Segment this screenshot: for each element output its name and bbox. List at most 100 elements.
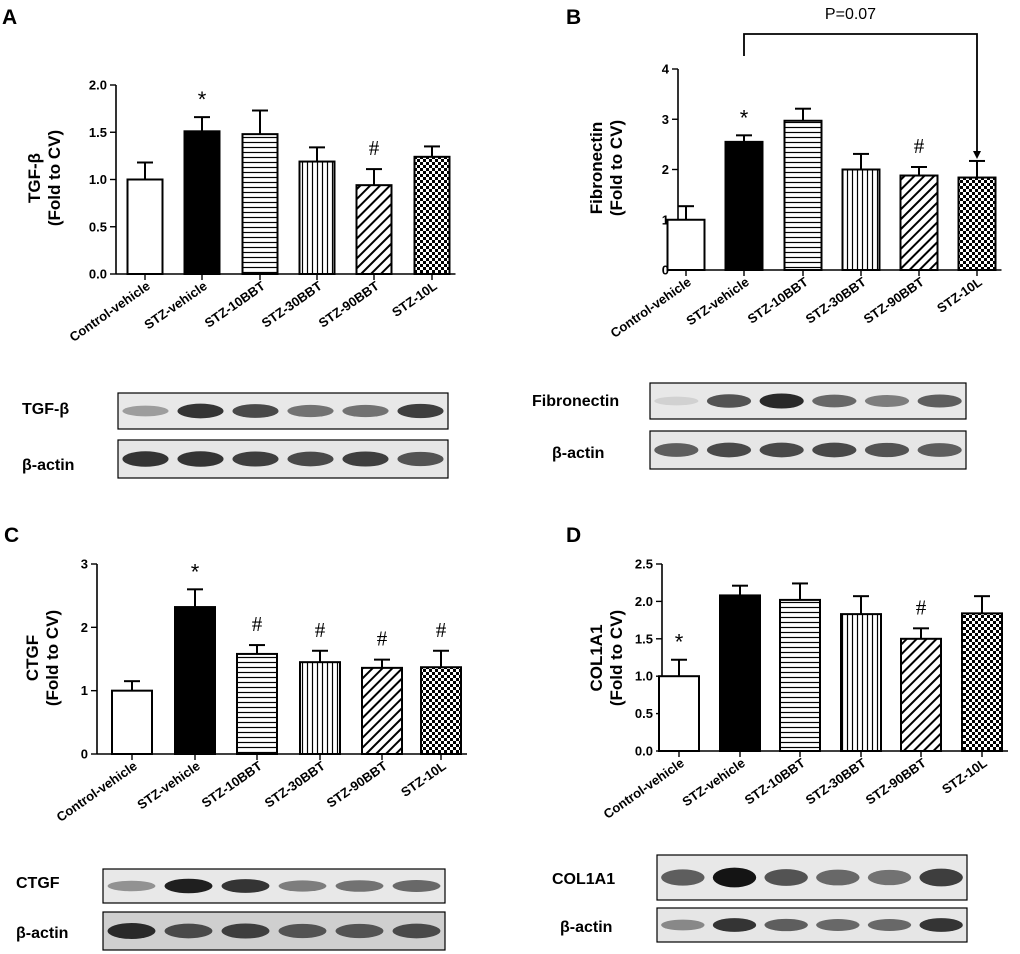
panel-b-ylabel-line1: Fibronectin: [587, 122, 606, 215]
panel-b-category-label: STZ-10L: [934, 274, 985, 316]
blot-band: [917, 394, 962, 408]
panel-d-category-label: STZ-vehicle: [679, 755, 747, 809]
panel-a-significance-star: *: [198, 87, 207, 112]
panel-b-category-label: STZ-30BBT: [803, 274, 869, 327]
panel-a-blot-top: TGF-β: [22, 392, 449, 430]
panel-b-ytick-label: 0: [662, 263, 669, 278]
blot-band: [177, 451, 224, 467]
blot-band: [812, 442, 857, 458]
panel-c-ylabel-line2: (Fold to CV): [43, 610, 62, 706]
blot-band: [654, 396, 699, 406]
panel-b-ytick-label: 2: [662, 162, 669, 177]
panel-d-ytick-label: 1.0: [635, 669, 653, 684]
panel-a: A TGF-β (Fold to CV) 0.0 0.5 1.0 1.5 2.0 Cont…: [2, 6, 456, 479]
panel-a-blot-frame-bottom: [117, 439, 449, 479]
panel-c-category-label: STZ-30BBT: [262, 758, 328, 811]
panel-c-significance-star: *: [191, 559, 200, 584]
blot-band: [706, 394, 752, 408]
panel-d-bar-3: [779, 598, 821, 752]
panel-d-ytick-label: 2.5: [635, 557, 653, 572]
panel-d-blot-label-bottom: β-actin: [560, 919, 612, 936]
panel-a-bar-2: [183, 130, 221, 275]
panel-b-letter: B: [566, 6, 581, 29]
blot-band: [919, 918, 963, 932]
panel-c-category-label: STZ-10L: [398, 758, 449, 800]
panel-c-bar-2: [174, 606, 216, 755]
panel-a-ytick-label: 2.0: [89, 78, 107, 93]
blot-band: [654, 443, 699, 457]
panel-a-ytick-label: 0.5: [89, 219, 107, 234]
panel-a-category-label: STZ-90BBT: [316, 278, 382, 331]
panel-a-blot-bottom: β-actin: [22, 439, 449, 479]
panel-d-blot-bottom: β-actin: [560, 907, 968, 943]
blot-band: [759, 442, 804, 458]
panel-d-ytick-label: 2.0: [635, 594, 653, 609]
blot-band: [706, 442, 752, 458]
panel-d-significance-star: *: [675, 630, 684, 655]
panel-a-bar-4: [298, 160, 336, 275]
panel-a-ylabel-line2: (Fold to CV): [45, 130, 64, 226]
panel-c-bar-6: [420, 666, 462, 756]
panel-d-blot-frame-top: [656, 854, 968, 901]
panel-b-bar-3: [783, 119, 823, 271]
blot-band: [397, 451, 444, 467]
panel-d-blot-top: COL1A1: [552, 854, 968, 901]
panel-d-blot-label-top: COL1A1: [552, 871, 615, 888]
panel-a-significance-hash: #: [369, 136, 380, 160]
blot-band: [232, 404, 279, 418]
panel-a-ytick-label: 1.0: [89, 172, 107, 187]
panel-b-ytick-label: 4: [662, 62, 670, 77]
blot-band: [164, 878, 213, 894]
panel-c-blot-label-bottom: β-actin: [16, 925, 68, 942]
blot-band: [661, 919, 705, 931]
panel-a-ylabel-line1: TGF-β: [25, 153, 44, 203]
panel-d-category-label: STZ-90BBT: [863, 755, 929, 808]
panel-b-bar-6: [957, 176, 997, 271]
panel-d-ytick-label: 0.5: [635, 706, 653, 721]
blot-band: [342, 404, 389, 418]
panel-b: B Fibronectin (Fold to CV) 0 1 2 3 4 Control-…: [532, 6, 1002, 470]
panel-a-ytick-label: 0.0: [89, 267, 107, 282]
panel-d-bar-6: [961, 612, 1003, 752]
blot-band: [107, 880, 156, 892]
panel-d: D COL1A1 (Fold to CV) 0.0 0.5 1.0 1.5 2.0 2.5…: [552, 524, 1008, 943]
panel-a-blot-frame-top: [117, 392, 449, 430]
blot-band: [764, 869, 808, 886]
panel-d-letter: D: [566, 524, 581, 547]
panel-c-bar-5: [361, 666, 403, 755]
blot-band: [107, 923, 156, 939]
panel-c-significance-hash: #: [377, 627, 388, 651]
panel-c-ytick-label: 2: [81, 620, 88, 635]
panel-c: C CTGF (Fold to CV) 0123Control-vehicleS…: [4, 524, 467, 951]
blot-band: [764, 918, 808, 932]
panel-b-comparison-arrow: [973, 150, 981, 159]
panel-b-ylabel-line2: (Fold to CV): [607, 120, 626, 216]
panel-c-category-label: STZ-10BBT: [199, 758, 265, 811]
blot-band: [232, 451, 279, 467]
panel-b-ytick-label: 1: [662, 212, 669, 227]
panel-b-blot-frame-top: [649, 382, 967, 420]
panel-d-ytick-label: 1.5: [635, 631, 653, 646]
panel-a-ytick-label: 1.5: [89, 125, 107, 140]
panel-b-significance-star: *: [740, 105, 749, 130]
panel-c-category-label: STZ-vehicle: [134, 758, 202, 812]
blot-band: [867, 869, 912, 886]
blot-band: [177, 403, 224, 419]
panel-a-plot: 0.0 0.5 1.0 1.5 2.0 Control-vehicleSTZ-vehicl…: [67, 78, 456, 345]
panel-d-bar-5: [900, 637, 942, 752]
panel-c-blot-bottom: β-actin: [16, 911, 446, 951]
panel-b-blot-label-bottom: β-actin: [552, 445, 604, 462]
blot-band: [221, 923, 270, 939]
blot-band: [278, 880, 327, 892]
blot-band: [342, 451, 389, 467]
blot-band: [164, 923, 213, 939]
panel-b-bar-5: [899, 174, 939, 271]
panel-c-blot-top: CTGF: [16, 868, 446, 904]
panel-b-blot-bottom: β-actin: [552, 430, 967, 470]
blot-band: [122, 405, 169, 417]
blot-band: [397, 403, 444, 419]
blot-band: [816, 919, 860, 931]
panel-d-category-label: Control-vehicle: [601, 755, 687, 822]
